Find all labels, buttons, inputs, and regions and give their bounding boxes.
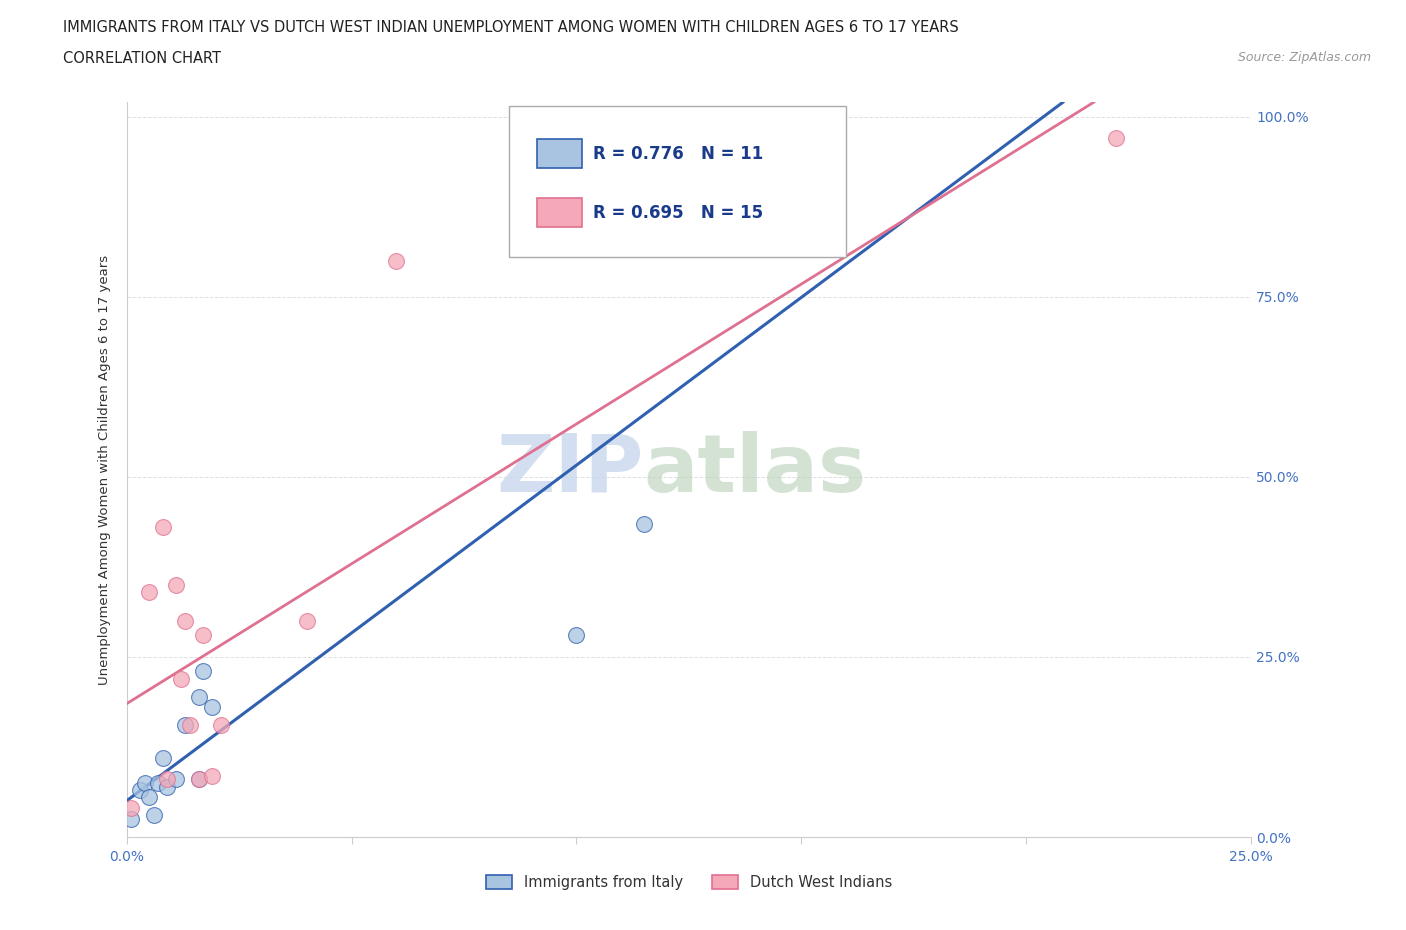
Text: CORRELATION CHART: CORRELATION CHART — [63, 51, 221, 66]
Point — [152, 751, 174, 765]
Point — [138, 585, 160, 600]
Point — [146, 776, 169, 790]
Point — [201, 768, 224, 783]
Point — [385, 253, 408, 268]
Point — [174, 614, 197, 629]
Point — [201, 700, 224, 715]
Point — [295, 614, 318, 629]
Point — [700, 145, 723, 160]
Text: R = 0.776   N = 11: R = 0.776 N = 11 — [593, 145, 763, 163]
Point — [209, 718, 232, 733]
Point — [187, 689, 209, 704]
Text: atlas: atlas — [644, 431, 868, 509]
Point — [129, 783, 152, 798]
Point — [191, 664, 214, 679]
Point — [165, 578, 187, 592]
Point — [187, 772, 209, 787]
Point — [142, 808, 165, 823]
Text: IMMIGRANTS FROM ITALY VS DUTCH WEST INDIAN UNEMPLOYMENT AMONG WOMEN WITH CHILDRE: IMMIGRANTS FROM ITALY VS DUTCH WEST INDI… — [63, 20, 959, 35]
Point — [174, 718, 197, 733]
Point — [120, 812, 142, 827]
Point — [165, 772, 187, 787]
Point — [633, 516, 655, 531]
FancyBboxPatch shape — [509, 106, 846, 257]
Point — [191, 628, 214, 643]
Point — [1105, 131, 1128, 146]
Bar — [537, 198, 582, 227]
Point — [565, 628, 588, 643]
Point — [138, 790, 160, 804]
Text: ZIP: ZIP — [496, 431, 644, 509]
Text: R = 0.695   N = 15: R = 0.695 N = 15 — [593, 204, 763, 221]
Point — [169, 671, 191, 686]
Point — [120, 801, 142, 816]
Point — [156, 779, 179, 794]
Point — [134, 776, 156, 790]
Point — [187, 772, 209, 787]
Point — [156, 772, 179, 787]
Point — [152, 520, 174, 535]
Text: Source: ZipAtlas.com: Source: ZipAtlas.com — [1237, 51, 1371, 64]
Y-axis label: Unemployment Among Women with Children Ages 6 to 17 years: Unemployment Among Women with Children A… — [97, 255, 111, 684]
Legend: Immigrants from Italy, Dutch West Indians: Immigrants from Italy, Dutch West Indian… — [479, 870, 898, 896]
Bar — [537, 139, 582, 168]
Point — [179, 718, 201, 733]
